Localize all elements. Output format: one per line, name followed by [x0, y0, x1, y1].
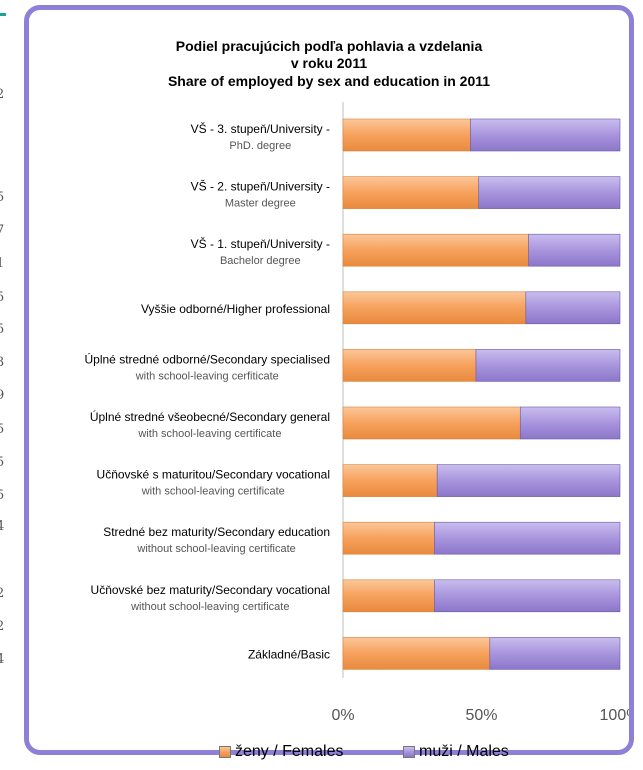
bar-males: [434, 521, 621, 555]
chart-title-line-3: Share of employed by sex and education i…: [167, 73, 491, 89]
legend-item-males: muži / Males: [403, 743, 509, 761]
category-label: VŠ - 2. stupeň/University -: [191, 179, 330, 194]
edge-number: 2: [0, 586, 5, 601]
category-sublabel: Bachelor degree: [220, 255, 301, 267]
category-sublabel: with school-leaving certificate: [137, 428, 281, 440]
bar-males: [475, 349, 621, 382]
chart-frame: Podiel pracujúcich podľa pohlavia a vzde…: [24, 5, 634, 760]
edge-number: 5: [0, 488, 5, 503]
chart-legend: ženy / Females muži / Males: [29, 743, 629, 767]
bar-males: [478, 176, 621, 209]
bar-males: [528, 233, 621, 267]
edge-accent-mark: [0, 13, 6, 16]
bar-females: [342, 579, 435, 613]
category-sublabel: Master degree: [225, 198, 296, 210]
category-label: Úplné stredné všeobecné/Secondary genera…: [90, 409, 330, 424]
category-label: Učňovské bez maturity/Secondary vocation…: [91, 583, 330, 597]
edge-number: 1: [0, 256, 5, 271]
bar-females: [342, 521, 435, 555]
bar-males: [436, 464, 621, 497]
category-label: VŠ - 1. stupeň/University -: [191, 236, 330, 251]
edge-number: 9: [0, 388, 5, 403]
bar-females: [342, 464, 438, 497]
page-edge-strip: 2 5 7 1 5 5 3 9 5 5 5 4 2 2 4: [0, 0, 20, 770]
chart-title-line-2: v roku 2011: [290, 55, 368, 71]
x-tick-label: 100%: [600, 707, 629, 724]
category-label: Základné/Basic: [248, 647, 330, 661]
bar-females: [342, 176, 480, 209]
edge-number: 5: [0, 190, 5, 205]
edge-number: 2: [0, 619, 5, 634]
bar-males: [434, 579, 621, 613]
legend-item-females: ženy / Females: [219, 743, 343, 761]
bar-males: [470, 118, 621, 152]
category-sublabel: PhD. degree: [229, 140, 291, 152]
category-sublabel: with school-leaving cerfiticate: [135, 370, 279, 382]
edge-number: 2: [0, 87, 5, 102]
bar-females: [342, 118, 471, 152]
edge-number: 4: [0, 652, 5, 667]
category-label: Úplné stredné odborné/Secondary speciali…: [85, 351, 331, 366]
category-label: Stredné bez maturity/Secondary education: [103, 525, 330, 539]
bar-males: [525, 291, 621, 325]
edge-number: 5: [0, 455, 5, 470]
legend-swatch-females: [219, 746, 231, 758]
legend-label-females: ženy / Females: [235, 743, 344, 760]
category-sublabel: without school-leaving certificate: [130, 601, 289, 613]
bar-chart: VŠ - 3. stupeň/University - PhD. degree VŠ…: [85, 102, 629, 724]
edge-number: 7: [0, 223, 5, 238]
bar-females: [342, 406, 521, 440]
bar-females: [342, 233, 529, 267]
category-label: Vyššie odborné/Higher professional: [141, 302, 330, 316]
bar-females: [342, 637, 491, 670]
category-sublabel: without school-leaving certificate: [136, 543, 295, 555]
bar-females: [342, 291, 527, 325]
edge-number: 3: [0, 355, 5, 370]
x-tick-label: 50%: [465, 707, 497, 724]
category-sublabel: with school-leaving certificate: [141, 486, 285, 498]
category-label: VŠ - 3. stupeň/University -: [191, 121, 330, 136]
edge-number: 5: [0, 322, 5, 337]
edge-number: 5: [0, 290, 5, 305]
chart-title-line-1: Podiel pracujúcich podľa pohlavia a vzde…: [175, 38, 483, 54]
edge-number: 4: [0, 519, 5, 534]
category-label: Učňovské s maturitou/Secondary vocationa…: [97, 468, 330, 482]
x-tick-label: 0%: [331, 707, 354, 724]
edge-number: 5: [0, 422, 5, 437]
legend-label-males: muži / Males: [419, 743, 509, 760]
bar-females: [342, 349, 477, 382]
bar-males: [519, 406, 621, 440]
legend-swatch-males: [403, 746, 415, 758]
bar-males: [489, 637, 621, 670]
